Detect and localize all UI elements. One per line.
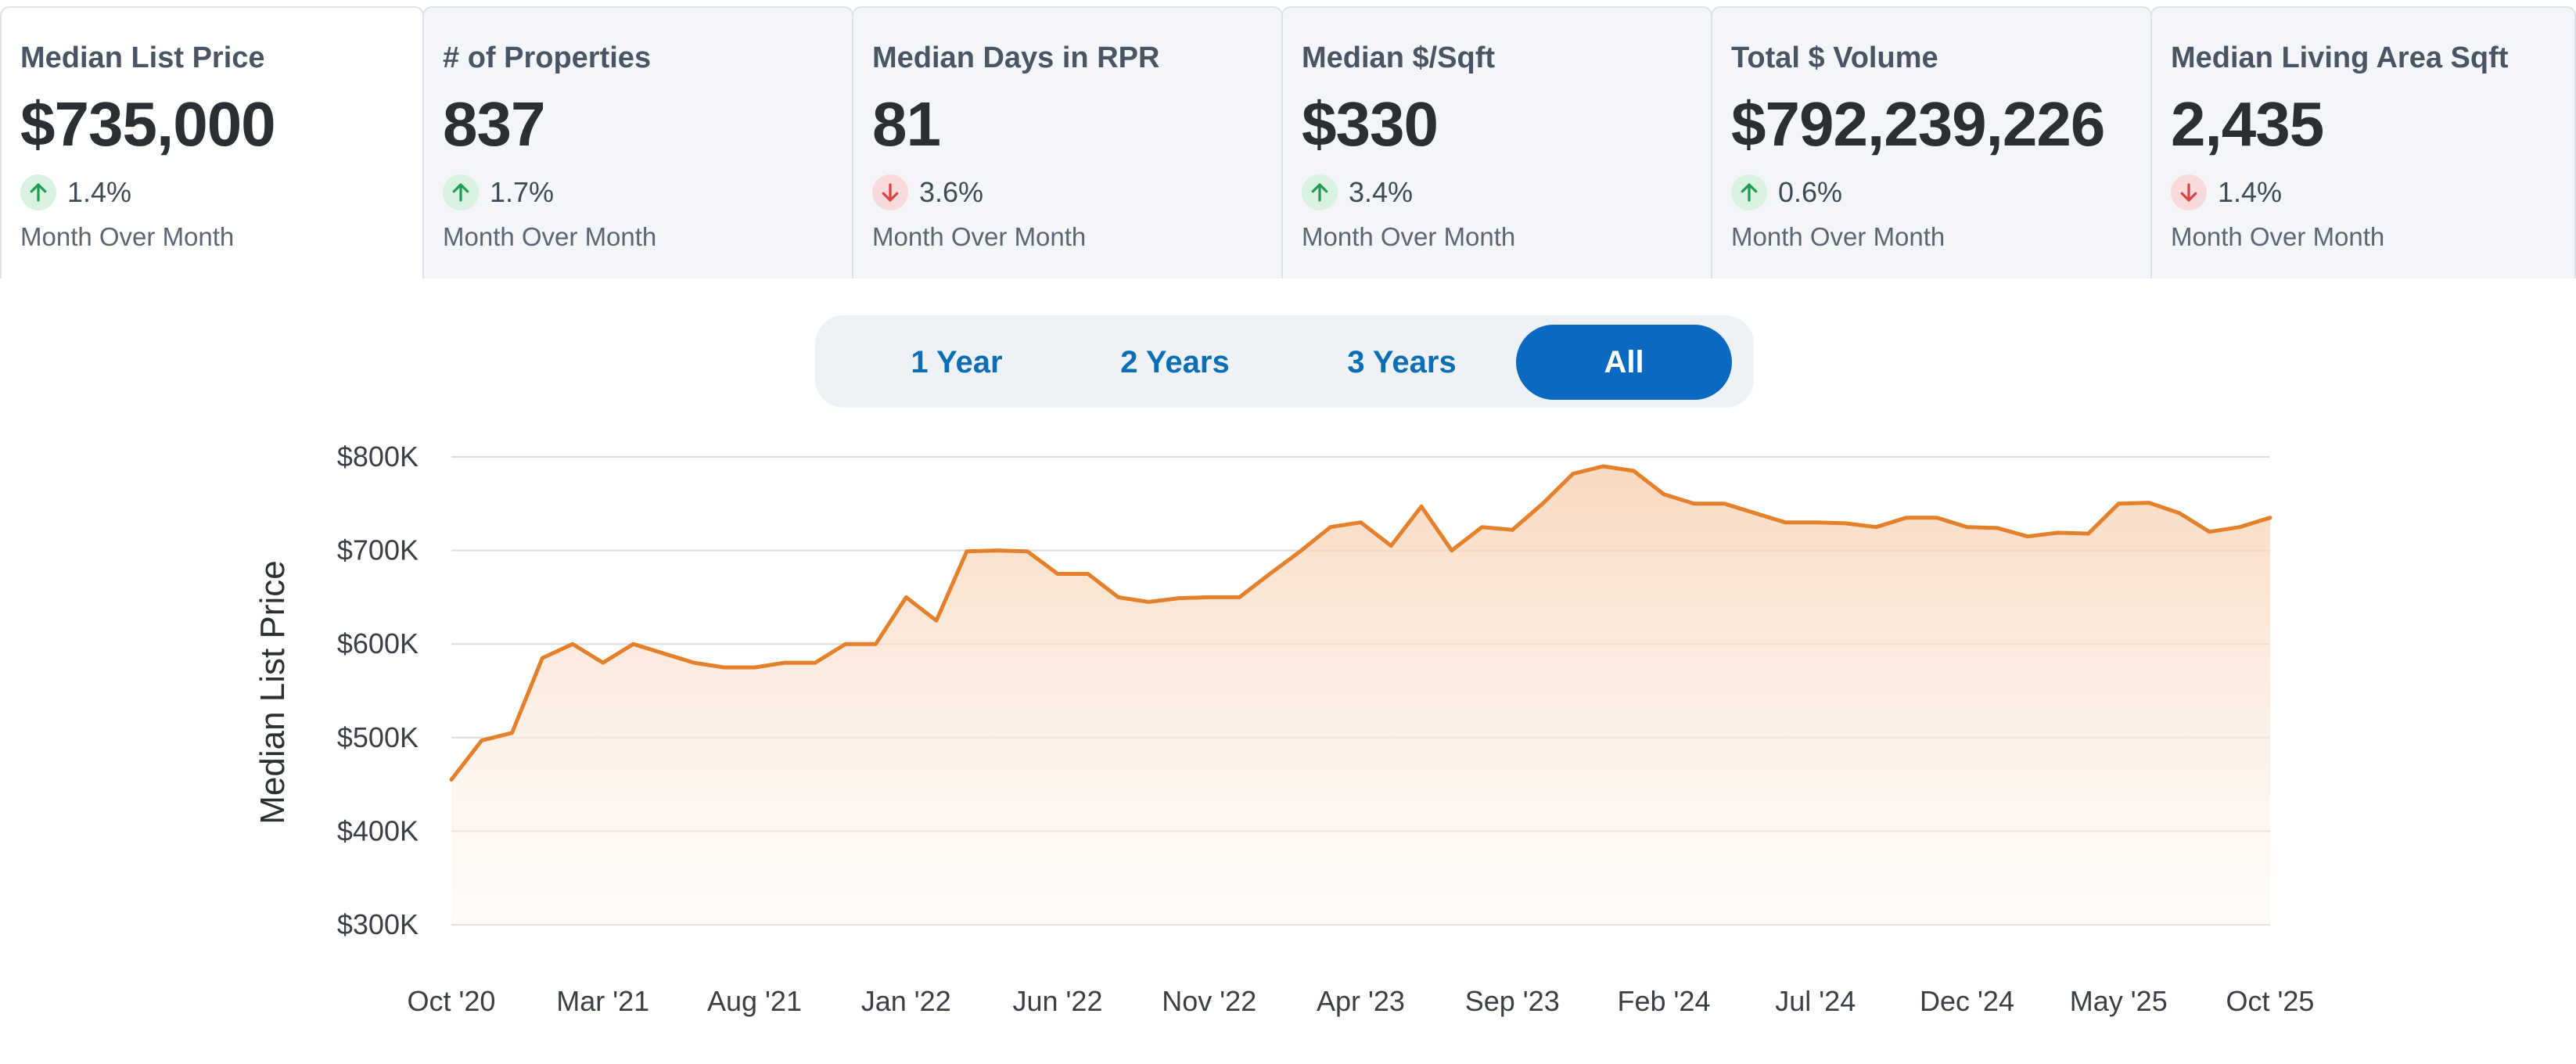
metric-period: Month Over Month — [872, 222, 1087, 251]
change-percent: 0.6% — [1778, 176, 1843, 208]
metric-value: 2,435 — [2171, 89, 2324, 159]
x-tick-label: Jun '22 — [1013, 985, 1103, 1017]
x-tick-label: Aug '21 — [707, 985, 802, 1017]
range-button-1-year[interactable]: 1 Year — [911, 344, 1003, 379]
metric-value: $792,239,226 — [1731, 89, 2105, 159]
chart-line — [449, 464, 2272, 782]
metric-period: Month Over Month — [20, 222, 235, 251]
metric-title: # of Properties — [443, 41, 652, 74]
change-percent: 3.6% — [919, 176, 984, 208]
metric-period: Month Over Month — [1302, 222, 1516, 251]
metric-card-num-properties[interactable]: # of Properties 837 1.7% Month Over Mont… — [422, 6, 853, 279]
median-list-price-chart: $300K $400K $500K $600K $700K $800K Oct '20 Ma… — [253, 440, 2315, 1017]
x-tick-label: Nov '22 — [1162, 985, 1256, 1017]
series-area — [451, 466, 2270, 925]
y-tick-label: $600K — [337, 627, 419, 660]
change-percent: 1.4% — [2218, 176, 2283, 208]
y-axis-title: Median List Price — [253, 560, 292, 824]
x-tick-label: May '25 — [2070, 985, 2168, 1017]
metric-title: Median List Price — [20, 41, 265, 74]
x-tick-label: Jul '24 — [1775, 985, 1856, 1017]
x-tick-label: Jan '22 — [861, 985, 951, 1017]
metric-value: $330 — [1302, 89, 1439, 159]
y-axis-ticks: $300K $400K $500K $600K $700K $800K — [337, 440, 419, 940]
y-tick-label: $500K — [337, 721, 419, 753]
metric-card-median-price-per-sqft[interactable]: Median $/Sqft $330 3.4% Month Over Month — [1281, 6, 1712, 279]
range-button-2-years[interactable]: 2 Years — [1120, 344, 1230, 379]
arrow-up-icon — [443, 174, 479, 210]
metric-period: Month Over Month — [443, 222, 657, 251]
range-button-all[interactable]: All — [1516, 325, 1732, 400]
time-range-selector: 1 Year 2 Years 3 Years All — [815, 315, 1754, 408]
x-tick-label: Dec '24 — [1920, 985, 2014, 1017]
metric-title: Total $ Volume — [1731, 41, 1938, 74]
x-tick-label: Feb '24 — [1618, 985, 1711, 1017]
arrow-up-icon — [1731, 174, 1767, 210]
x-tick-label: Oct '25 — [2226, 985, 2315, 1017]
metric-value: 837 — [443, 89, 545, 159]
metric-change: 1.7% — [443, 174, 852, 211]
metric-change: 3.4% — [1302, 174, 1711, 211]
x-axis-ticks: Oct '20 Mar '21 Aug '21 Jan '22 Jun '22 Nov '… — [408, 985, 2315, 1017]
metric-change: 1.4% — [20, 174, 422, 211]
metric-title: Median Living Area Sqft — [2171, 41, 2509, 74]
x-tick-label: Apr '23 — [1317, 985, 1405, 1017]
y-tick-label: $700K — [337, 534, 419, 566]
range-button-3-years[interactable]: 3 Years — [1347, 344, 1457, 379]
metric-cards: Median List Price $735,000 1.4% Month Ov… — [0, 0, 2576, 279]
metric-card-median-days[interactable]: Median Days in RPR 81 3.6% Month Over Mo… — [852, 6, 1283, 279]
metric-change: 1.4% — [2171, 174, 2574, 211]
arrow-up-icon — [20, 174, 56, 210]
series-line — [449, 464, 2272, 782]
chart-area — [451, 466, 2270, 925]
x-tick-label: Oct '20 — [408, 985, 496, 1017]
arrow-down-icon — [872, 174, 908, 210]
x-tick-label: Mar '21 — [556, 985, 649, 1017]
metric-change: 0.6% — [1731, 174, 2150, 211]
change-percent: 1.7% — [490, 176, 555, 208]
metric-card-median-living-area[interactable]: Median Living Area Sqft 2,435 1.4% Month… — [2150, 6, 2576, 279]
arrow-up-icon — [1302, 174, 1338, 210]
change-percent: 3.4% — [1349, 176, 1414, 208]
x-tick-label: Sep '23 — [1465, 985, 1560, 1017]
metric-title: Median $/Sqft — [1302, 41, 1496, 74]
y-tick-label: $800K — [337, 440, 419, 473]
metric-value: $735,000 — [20, 89, 276, 159]
y-tick-label: $400K — [337, 814, 419, 847]
metric-period: Month Over Month — [1731, 222, 1945, 251]
metric-period: Month Over Month — [2171, 222, 2385, 251]
metric-change: 3.6% — [872, 174, 1281, 211]
arrow-down-icon — [2171, 174, 2207, 210]
metric-card-median-list-price[interactable]: Median List Price $735,000 1.4% Month Ov… — [0, 6, 424, 279]
change-percent: 1.4% — [67, 176, 132, 208]
metric-title: Median Days in RPR — [872, 41, 1160, 74]
metric-card-total-volume[interactable]: Total $ Volume $792,239,226 0.6% Month O… — [1711, 6, 2152, 279]
y-tick-label: $300K — [337, 908, 419, 940]
metric-value: 81 — [872, 89, 941, 159]
